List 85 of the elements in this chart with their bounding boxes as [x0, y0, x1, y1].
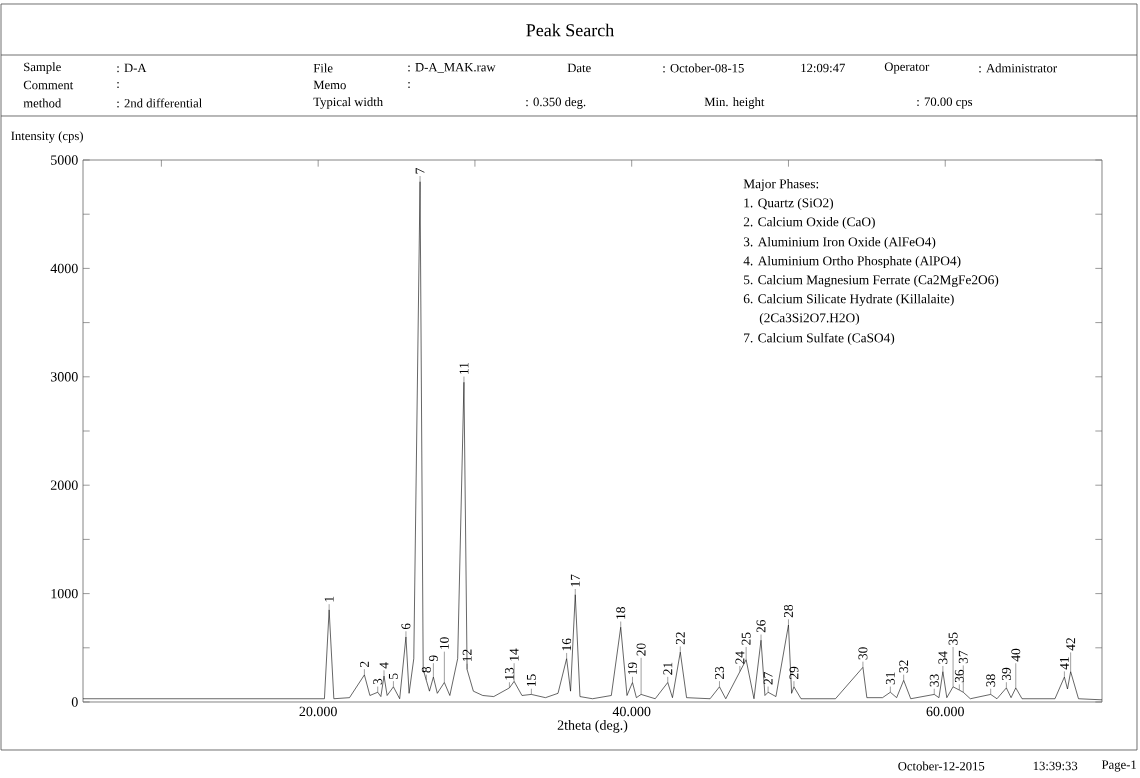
annotation: 4. Aluminium Ortho Phosphate (AlPO4)	[743, 255, 961, 269]
y-tick-label: 2000	[50, 480, 78, 490]
text: : 70.00 cps	[917, 97, 973, 109]
chart-title: Peak Search	[526, 23, 614, 37]
annotation: 11	[459, 362, 469, 374]
y-tick-label: 1000	[51, 588, 78, 599]
text: 12:09:47	[801, 63, 845, 73]
text: File	[313, 63, 333, 73]
annotation: 41	[1059, 657, 1069, 670]
x-tick-label: 60.000	[926, 706, 964, 717]
text: Typical width	[313, 97, 383, 109]
x-tick-label: 40.000	[612, 706, 651, 717]
text: Date	[567, 63, 591, 73]
annotation: 13	[504, 667, 514, 680]
text: Min. height	[704, 97, 765, 109]
annotation: 17	[570, 574, 580, 587]
annotation: 7	[415, 168, 425, 174]
y-tick-label: 3000	[50, 372, 78, 382]
text: : October-08-15	[663, 63, 744, 73]
annotation: 5. Calcium Magnesium Ferrate (Ca2MgFe2O6)	[744, 274, 999, 288]
annotation: 8	[421, 666, 431, 673]
x-tick-label: 20.000	[299, 706, 337, 717]
annotation: 37	[958, 650, 968, 664]
annotation: 31	[885, 672, 895, 685]
annotation: 18	[616, 607, 626, 619]
annotation: 12	[462, 649, 472, 662]
annotation: 29	[789, 666, 799, 679]
annotation: 10	[439, 637, 449, 649]
x-axis-title: 2theta (deg.)	[557, 720, 628, 733]
y-tick-label: 0	[71, 697, 78, 707]
text: : 2nd differential	[117, 98, 202, 108]
annotation: 15	[526, 674, 536, 686]
annotation: 19	[628, 662, 637, 675]
annotation: 25	[741, 632, 751, 645]
annotation: 3. Aluminium Iron Oxide (AlFeO4)	[743, 236, 936, 250]
annotation: 38	[986, 674, 996, 687]
annotation: 6. Calcium Silicate Hydrate (Killalaite)	[743, 293, 954, 307]
annotation: 27	[763, 672, 773, 685]
y-tick-label: 4000	[50, 263, 78, 274]
text: 13:39:33	[1033, 761, 1078, 771]
annotation: 2	[360, 661, 369, 668]
annotation: 1	[324, 596, 334, 602]
text: Comment	[23, 80, 74, 90]
annotation: (2Ca3Si2O7.H2O)	[759, 312, 860, 326]
annotation: 14	[509, 648, 519, 661]
annotation: Major Phases:	[743, 178, 819, 192]
annotation: 2. Calcium Oxide (CaO)	[743, 216, 875, 230]
annotation: 39	[1001, 667, 1011, 680]
annotation: 40	[1011, 648, 1021, 662]
text: :	[408, 81, 410, 89]
annotation: 6	[401, 623, 411, 630]
text: Sample	[24, 62, 61, 74]
text: : 0.350 deg.	[526, 97, 586, 109]
annotation: 16	[562, 638, 572, 651]
annotation: 28	[783, 604, 793, 618]
text: : D-A	[117, 63, 147, 73]
text: October-12-2015	[898, 761, 985, 771]
annotation: 22	[675, 632, 685, 645]
annotation: 3	[373, 678, 383, 685]
annotation: 32	[899, 660, 909, 673]
annotation: 26	[756, 620, 766, 633]
annotation: 7. Calcium Sulfate (CaSO4)	[744, 332, 895, 346]
annotation: 35	[948, 632, 958, 645]
annotation: 23	[715, 666, 724, 679]
text: Memo	[313, 80, 346, 90]
text: : D-A_MAK.raw	[408, 63, 496, 73]
annotation: 4	[379, 662, 389, 669]
text: Operator	[884, 62, 930, 74]
text: :	[117, 81, 119, 89]
y-axis-title: Intensity (cps)	[11, 131, 83, 143]
annotation: 30	[858, 647, 868, 660]
annotation: 33	[929, 674, 939, 687]
annotation: 20	[636, 643, 646, 656]
annotation: 21	[663, 662, 673, 675]
annotation: 9	[428, 655, 438, 662]
annotation: 1. Quartz (SiO2)	[744, 197, 834, 211]
annotation: 5	[388, 673, 398, 679]
text: method	[23, 98, 62, 108]
annotation: 24	[735, 651, 745, 664]
text: Page-1	[1101, 760, 1136, 772]
text: : Administrator	[979, 63, 1057, 73]
annotation: 34	[938, 651, 948, 664]
annotation: 42	[1066, 638, 1076, 651]
y-tick-label: 5000	[51, 155, 78, 165]
annotation: 36	[954, 669, 964, 683]
